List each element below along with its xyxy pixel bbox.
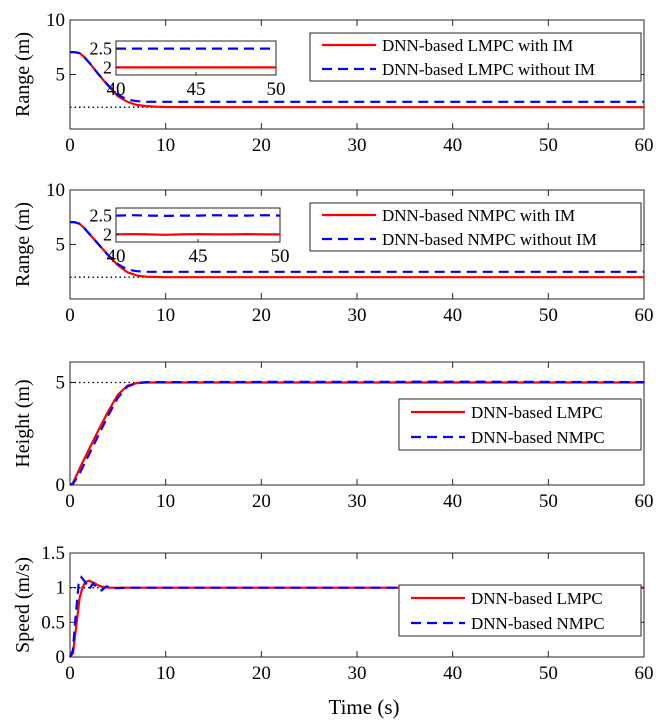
inset-axes: 40 45 50 22.5 (90, 39, 286, 100)
y-tick-label: 0.5 (41, 612, 65, 633)
y-tick-label: 0 (56, 647, 66, 668)
x-tick-label: 50 (539, 135, 558, 156)
inset-x-tick-label: 40 (107, 79, 126, 100)
y-tick-label: 10 (46, 10, 65, 31)
x-tick-label: 30 (348, 663, 367, 684)
series-line-1 (70, 51, 644, 109)
legend-box (309, 202, 642, 252)
legend: DNN-based NMPC with IM DNN-based NMPC wit… (309, 202, 642, 252)
inset-box (115, 40, 277, 76)
y-axis-label: Range (m) (12, 32, 34, 117)
legend-label-2: DNN-based LMPC without IM (382, 60, 595, 79)
chart-panel-2: 0 10 20 30 40 50 60 5 10 Range (m) 40 45 50 22.5 DNN-b… (12, 180, 654, 326)
x-tick-label: 50 (539, 491, 558, 512)
x-tick-label: 50 (539, 663, 558, 684)
x-tick-label: 40 (443, 135, 462, 156)
x-tick-label: 0 (65, 135, 75, 156)
x-tick-label: 60 (635, 135, 654, 156)
inset-x-tick-label: 45 (187, 79, 206, 100)
x-tick-label: 0 (65, 305, 75, 326)
inset-series-line-2 (115, 214, 281, 218)
inset-x-tick-label: 40 (107, 246, 126, 267)
y-axis-label: Speed (m/s) (12, 557, 34, 653)
inset-y-tick-label: 2.5 (90, 39, 113, 59)
x-tick-label: 20 (252, 491, 271, 512)
legend: DNN-based LMPC DNN-based NMPC (398, 584, 642, 637)
legend-label-2: DNN-based NMPC without IM (382, 230, 597, 249)
legend-box (398, 398, 642, 451)
series-line-2 (70, 221, 644, 273)
series-line-2 (69, 380, 645, 487)
legend-box (398, 584, 642, 637)
x-tick-label: 30 (348, 135, 367, 156)
inset-x-tick-label: 45 (189, 246, 208, 267)
x-tick-label: 60 (635, 663, 654, 684)
y-tick-label: 1 (56, 578, 66, 599)
x-tick-label: 20 (252, 663, 271, 684)
legend-label-1: DNN-based NMPC with IM (382, 206, 575, 225)
y-axis-label: Range (m) (12, 202, 34, 287)
inset-y-tick-label: 2 (103, 224, 112, 244)
series-line-2 (68, 575, 644, 658)
legend: DNN-based LMPC DNN-based NMPC (398, 398, 642, 451)
inset-x-tick-label: 50 (271, 246, 290, 267)
x-tick-label: 10 (156, 135, 175, 156)
y-tick-label: 10 (46, 180, 65, 201)
inset-y-tick-label: 2 (103, 57, 112, 77)
x-tick-label: 50 (539, 305, 558, 326)
x-tick-label: 30 (348, 305, 367, 326)
inset-box (115, 207, 281, 243)
x-tick-label: 0 (65, 491, 75, 512)
y-tick-label: 0 (56, 475, 66, 496)
chart-panel-1: 0 10 20 30 40 50 60 5 10 Range (m) 40 45 50 22.5 DNN-b… (12, 10, 654, 156)
x-tick-label: 20 (252, 135, 271, 156)
legend-label-1: DNN-based LMPC with IM (382, 36, 573, 55)
x-tick-label: 0 (65, 663, 75, 684)
inset-axes: 40 45 50 22.5 (90, 206, 290, 267)
series-line-2 (70, 51, 644, 103)
x-tick-label: 30 (348, 491, 367, 512)
x-tick-label: 10 (156, 663, 175, 684)
y-tick-label: 5 (56, 235, 66, 256)
x-tick-label: 10 (156, 491, 175, 512)
x-tick-label: 60 (635, 491, 654, 512)
y-tick-label: 5 (56, 373, 66, 394)
legend-label-2: DNN-based NMPC (471, 614, 605, 633)
x-tick-label: 10 (156, 305, 175, 326)
y-axis-label: Height (m) (12, 379, 34, 467)
x-tick-label: 40 (443, 305, 462, 326)
inset-series-line-1 (115, 232, 280, 236)
legend: DNN-based LMPC with IM DNN-based LMPC wit… (309, 32, 642, 82)
inset-x-tick-label: 50 (267, 79, 286, 100)
x-tick-label: 40 (443, 491, 462, 512)
legend-label-1: DNN-based LMPC (471, 403, 603, 422)
x-tick-label: 60 (635, 305, 654, 326)
x-axis-label: Time (s) (329, 695, 400, 719)
x-tick-label: 20 (252, 305, 271, 326)
x-tick-label: 40 (443, 663, 462, 684)
y-tick-label: 5 (56, 65, 66, 86)
chart-panel-4: 0 10 20 30 40 50 60 0 0.5 1 1.5 Speed (m/s) DNN-base… (12, 543, 654, 684)
y-tick-label: 1.5 (41, 543, 65, 564)
legend-label-2: DNN-based NMPC (471, 428, 605, 447)
inset-y-tick-label: 2.5 (90, 206, 113, 226)
legend-box (309, 32, 642, 82)
legend-label-1: DNN-based LMPC (471, 589, 603, 608)
